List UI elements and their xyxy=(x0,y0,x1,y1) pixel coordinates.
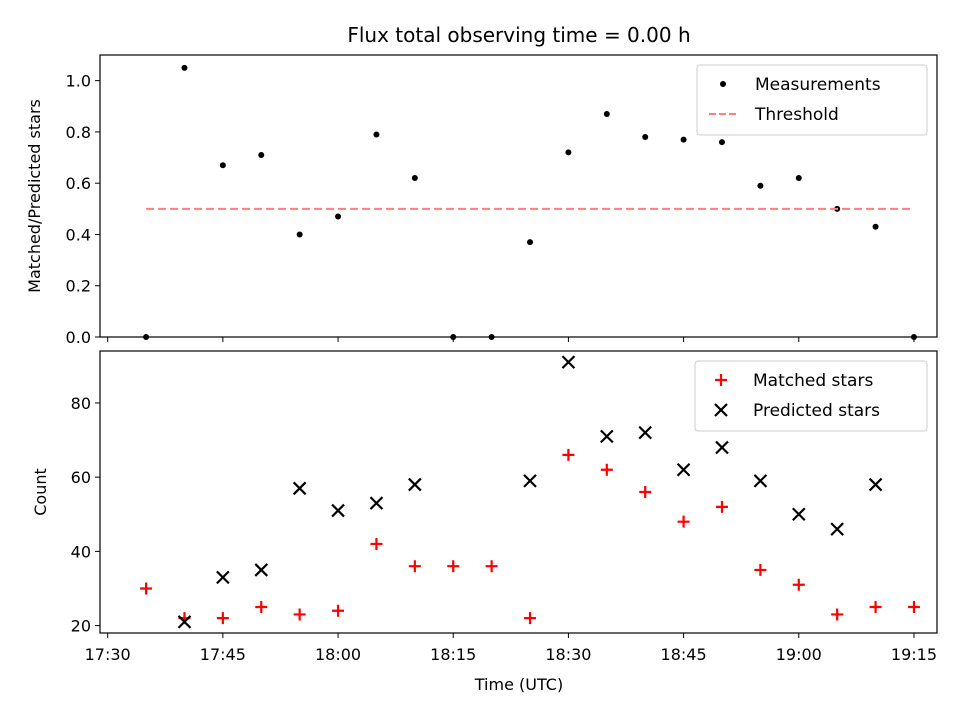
bottom-series-1-point xyxy=(331,503,345,518)
top-y-tick-label: 0.8 xyxy=(66,123,91,142)
top-series-0-point xyxy=(757,182,764,189)
top-series-0-point xyxy=(258,151,265,158)
bottom-series-0-point xyxy=(447,560,460,573)
bottom-series-0-point xyxy=(255,601,268,614)
bottom-series-1-point xyxy=(177,615,192,629)
top-y-tick-label: 0.4 xyxy=(66,225,91,244)
bottom-legend-label: Matched stars xyxy=(753,371,873,391)
top-series-0-point xyxy=(181,64,188,71)
x-tick-label: 19:00 xyxy=(776,645,822,664)
bottom-series-0-point xyxy=(293,608,306,621)
x-tick-label: 18:15 xyxy=(430,645,476,664)
top-series-0-point xyxy=(872,223,879,230)
top-series-0-point xyxy=(373,131,380,138)
top-y-tick-label: 0.2 xyxy=(66,277,91,296)
bottom-legend-box xyxy=(694,360,928,432)
top-y-tick-label: 1.0 xyxy=(66,72,91,91)
bottom-series-0-point xyxy=(754,563,767,576)
bottom-legend-marker xyxy=(714,403,728,417)
x-tick-label: 17:30 xyxy=(85,645,131,664)
top-series-0-point xyxy=(527,239,534,246)
bottom-series-1-point xyxy=(676,462,691,477)
bottom-series-0-point xyxy=(216,612,229,625)
bottom-series-0-point xyxy=(485,560,498,573)
bottom-series-1-point xyxy=(600,429,614,444)
bottom-series-0-point xyxy=(140,582,153,595)
bottom-series-0-point xyxy=(408,560,421,573)
x-tick-label: 18:45 xyxy=(661,645,707,664)
top-legend-marker xyxy=(720,81,726,87)
bottom-series-1-point xyxy=(792,507,806,522)
bottom-series-0-point xyxy=(600,463,613,476)
top-y-tick-label: 0.6 xyxy=(66,174,91,193)
top-y-axis-label: Matched/Predicted stars xyxy=(25,99,44,293)
bottom-series-1-point xyxy=(638,425,652,440)
bottom-legend-marker xyxy=(715,374,727,386)
top-legend-box xyxy=(696,64,928,136)
bottom-series-1-point xyxy=(561,355,576,369)
bottom-series-0-point xyxy=(792,578,805,591)
bottom-series-0-point xyxy=(639,486,652,498)
top-panel: 0.0 0.2 0.4 0.6 0.8 1.0 Matched/Predicted star… xyxy=(25,54,938,347)
x-tick-label: 17:45 xyxy=(200,645,246,664)
bottom-axes-frame xyxy=(99,350,938,634)
top-series-0-point xyxy=(219,162,226,169)
top-series-0-point xyxy=(680,136,687,143)
chart-title: Flux total observing time = 0.00 h xyxy=(347,23,690,47)
bottom-legend: Matched stars Predicted stars xyxy=(694,360,928,432)
bottom-y-tick-label: 80 xyxy=(71,394,91,413)
top-series-0-point xyxy=(603,110,610,117)
top-series-0-point xyxy=(795,175,802,182)
bottom-series-1-point xyxy=(292,481,307,496)
top-legend-label: Threshold xyxy=(754,105,839,125)
bottom-series-1-point xyxy=(369,496,384,510)
bottom-series-1-point xyxy=(408,477,422,492)
bottom-series-0-point xyxy=(715,500,728,513)
bottom-y-tick-label: 60 xyxy=(71,468,91,487)
bottom-series-0-point xyxy=(332,604,345,617)
bottom-series-1-point xyxy=(715,440,729,455)
top-axes-frame xyxy=(99,54,938,338)
bottom-y-tick-label: 40 xyxy=(71,542,91,561)
top-series-0-point xyxy=(296,231,303,238)
top-legend: Measurements Threshold xyxy=(696,64,928,136)
bottom-y-tick-label: 20 xyxy=(71,617,91,636)
bottom-series-1-point xyxy=(868,477,883,492)
x-tick-label: 19:15 xyxy=(891,645,937,664)
bottom-series-1-point xyxy=(753,474,768,488)
bottom-series-0-point xyxy=(869,601,882,614)
bottom-series-1-point xyxy=(216,570,230,585)
bottom-series-0-point xyxy=(677,515,690,528)
x-tick-label: 18:30 xyxy=(545,645,591,664)
bottom-series-0-point xyxy=(524,612,537,625)
top-legend-label: Measurements xyxy=(755,75,881,95)
top-series-0-point xyxy=(411,175,418,182)
bottom-series-0-point xyxy=(831,608,844,621)
top-series-0-point xyxy=(718,139,725,146)
bottom-series-1-point xyxy=(254,563,269,577)
x-axis-label: Time (UTC) xyxy=(474,675,563,694)
top-series-0-point xyxy=(565,149,572,156)
top-series-0-point xyxy=(642,134,649,141)
top-series-0-point xyxy=(335,213,342,220)
bottom-series-0-point xyxy=(370,537,383,550)
bottom-y-axis-label: Count xyxy=(31,468,50,516)
top-y-tick-label: 0.0 xyxy=(66,328,91,347)
bottom-series-0-point xyxy=(907,601,920,614)
bottom-legend-label: Predicted stars xyxy=(753,401,880,421)
bottom-series-1-point xyxy=(830,522,844,536)
bottom-series-1-point xyxy=(523,474,537,488)
bottom-series-0-point xyxy=(562,448,575,461)
x-tick-label: 18:00 xyxy=(315,645,361,664)
bottom-panel: 20 40 60 80 17:30 17:45 18:00 18:15 18:30 18:45 19… xyxy=(31,350,938,664)
